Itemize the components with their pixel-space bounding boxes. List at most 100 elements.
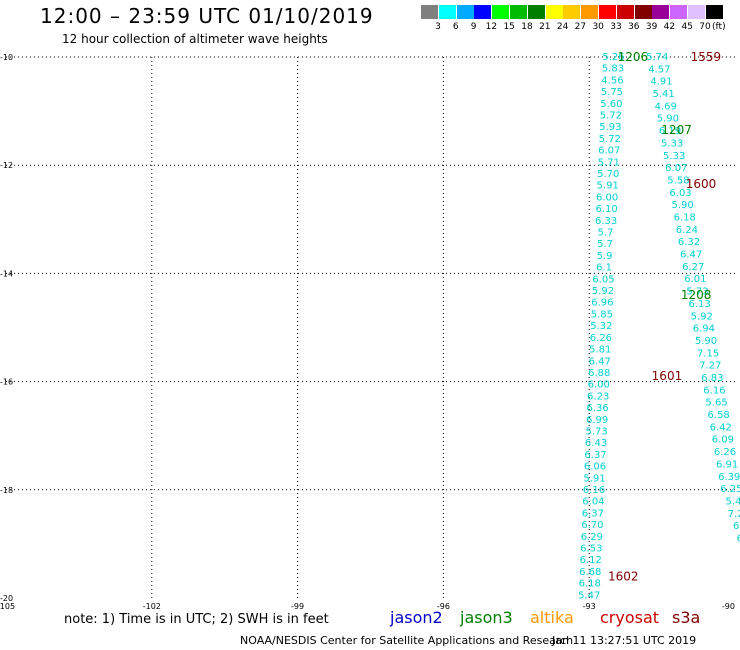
lat-tick-label: -18: [0, 486, 13, 495]
swh-value-descending: 6.33: [595, 216, 617, 227]
legend-unit: (ft): [712, 22, 726, 32]
swh-value-ascending: 6.39: [718, 472, 740, 483]
swh-value-descending: 6.53: [580, 543, 602, 554]
legend-swatch: [492, 5, 510, 19]
legend-swatch: [616, 5, 634, 19]
legend-swatch: [563, 5, 581, 19]
swh-value-ascending: 6.18: [674, 212, 696, 223]
swh-value-ascending: 5.90: [695, 336, 717, 347]
legend-label: 21: [539, 22, 551, 32]
swh-value-ascending: 7.27: [699, 361, 721, 372]
lon-tick-label: -99: [291, 602, 304, 610]
map-title: 12:00 – 23:59 UTC 01/10/2019: [40, 4, 374, 28]
swh-value-descending: 5.32: [590, 321, 612, 332]
swh-value-descending: 4.56: [601, 75, 623, 86]
legend-label: 70: [699, 22, 711, 32]
legend-label: 39: [645, 22, 658, 32]
swh-value-descending: 6.96: [591, 298, 613, 309]
swh-value-ascending: 5.58: [667, 175, 689, 186]
swh-value-descending: 5.26: [602, 52, 624, 63]
swh-value-ascending: 6.27: [682, 262, 704, 273]
legend-label: 3: [435, 22, 441, 32]
swh-value-ascending: 6.24: [676, 225, 698, 236]
swh-value-descending: 6.00: [588, 380, 610, 391]
legend-label: 33: [610, 22, 622, 32]
swh-value-descending: 6.06: [584, 462, 606, 473]
legend-swatch: [456, 5, 474, 19]
swh-value-descending: 5.72: [599, 134, 621, 145]
legend-swatch: [581, 5, 599, 19]
legend-swatch: [652, 5, 670, 19]
swh-value-descending: 6.18: [579, 579, 601, 590]
legend-swatch: [438, 5, 456, 19]
swh-value-descending: 5.60: [600, 99, 622, 110]
swh-value-ascending: 6.58: [708, 410, 730, 421]
sat-jason3-label: jason3: [460, 608, 513, 627]
swh-value-descending: 6.1: [596, 263, 612, 274]
lat-tick-label: -14: [0, 269, 13, 278]
swh-value-ascending: 5.41: [652, 89, 674, 100]
sat-jason2-label: jason2: [390, 608, 443, 627]
swh-value-ascending: 5.4: [726, 496, 740, 507]
credit-text: NOAA/NESDIS Center for Satellite Applica…: [240, 634, 574, 647]
legend-label: 6: [452, 22, 459, 32]
sat-cryosat-label: cryosat: [600, 608, 660, 627]
swh-value-ascending: 6.94: [693, 324, 715, 335]
legend-swatch: [510, 5, 527, 19]
swh-value-descending: 6.36: [587, 403, 609, 414]
sat-s3a-label: s3a: [672, 608, 701, 627]
swh-value-descending: 6.12: [580, 555, 602, 566]
swh-value-ascending: 6.91: [716, 459, 738, 470]
generated-timestamp: Jan 11 13:27:51 UTC 2019: [552, 634, 697, 647]
lat-tick-label: -12: [0, 161, 13, 170]
swh-value-ascending: 5.74: [646, 52, 668, 63]
legend-label: 27: [574, 22, 587, 32]
legend-swatch: [474, 5, 492, 19]
pass-time-label: 1600: [686, 177, 717, 191]
swh-value-descending: 6.29: [581, 532, 603, 543]
pass-time-label: 1601: [652, 369, 683, 383]
swh-value-ascending: 6.13: [688, 299, 710, 310]
legend-label: 36: [628, 22, 640, 32]
legend-label: 15: [503, 22, 515, 32]
legend-swatch: [634, 5, 652, 19]
swh-value-ascending: 6.32: [678, 237, 700, 248]
legend-label: 45: [681, 22, 693, 32]
legend-label: 12: [485, 22, 498, 32]
legend-swatch: [599, 5, 616, 19]
lon-tick-label: -93: [583, 602, 596, 610]
swh-value-descending: 5.75: [601, 87, 623, 98]
swh-value-ascending: 6.26: [714, 447, 736, 458]
legend-label: 24: [556, 22, 569, 32]
swh-value-ascending: 5.90: [657, 114, 679, 125]
lat-tick-label: -16: [0, 378, 13, 387]
pass-time-label: 1559: [691, 50, 722, 64]
swh-value-descending: 6.00: [596, 192, 618, 203]
lon-tick-label: -96: [437, 602, 450, 610]
swh-value-descending: 5.7: [598, 228, 614, 239]
swh-value-ascending: 6.16: [703, 385, 725, 396]
swh-value-ascending: 4.91: [650, 77, 672, 88]
swh-value-descending: 5.71: [598, 157, 620, 168]
swh-value-descending: 6.26: [590, 333, 612, 344]
swh-value-descending: 5.70: [597, 169, 619, 180]
swh-value-descending: 5.73: [585, 426, 607, 437]
swh-value-ascending: 6.83: [701, 373, 723, 384]
lon-tick-label: -90: [722, 602, 735, 610]
swh-value-descending: 5.7: [597, 239, 613, 250]
swh-value-descending: 6.99: [586, 415, 608, 426]
legend-swatch: [527, 5, 545, 19]
swh-value-descending: 5.9: [597, 251, 613, 262]
legend-swatch: [545, 5, 563, 19]
swh-value-descending: 5.47: [578, 590, 600, 601]
map-subtitle: 12 hour collection of altimeter wave hei…: [62, 32, 328, 46]
swh-value-descending: 6.37: [582, 508, 604, 519]
legend-swatch: [705, 5, 723, 19]
swh-value-ascending: 5.90: [672, 200, 694, 211]
altimeter-map: -10-12-14-16-18-20-105-102-99-96-93-905.…: [0, 50, 740, 610]
lon-tick-label: -105: [0, 602, 15, 610]
lat-tick-label: -20: [0, 594, 13, 603]
swh-value-ascending: 5.92: [691, 311, 713, 322]
sat-altika-label: altika: [530, 608, 574, 627]
swh-value-descending: 6.23: [587, 391, 609, 402]
